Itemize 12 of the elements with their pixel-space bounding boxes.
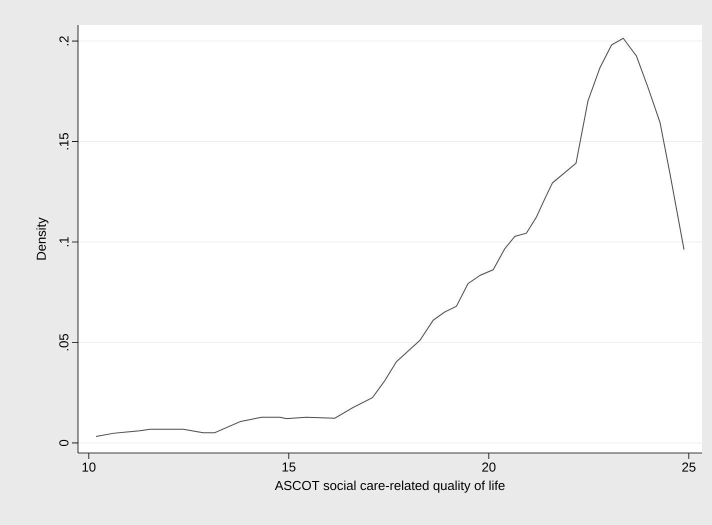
y-tick-label: .1 xyxy=(60,237,68,246)
x-tick-label: 25 xyxy=(682,462,696,472)
line-series xyxy=(96,38,685,438)
y-tick-label: .2 xyxy=(59,36,68,46)
y-tick-label: .15 xyxy=(59,133,68,150)
y-tick-label: .05 xyxy=(59,334,68,350)
y-tick-label: 0 xyxy=(59,440,68,446)
x-axis-title: ASCOT social care-related quality of life xyxy=(274,480,505,493)
x-tick-label: 10 xyxy=(82,462,96,472)
x-tick-label: 20 xyxy=(482,462,496,472)
x-tick-label: 15 xyxy=(282,462,296,472)
y-axis-title: Density xyxy=(36,217,48,260)
